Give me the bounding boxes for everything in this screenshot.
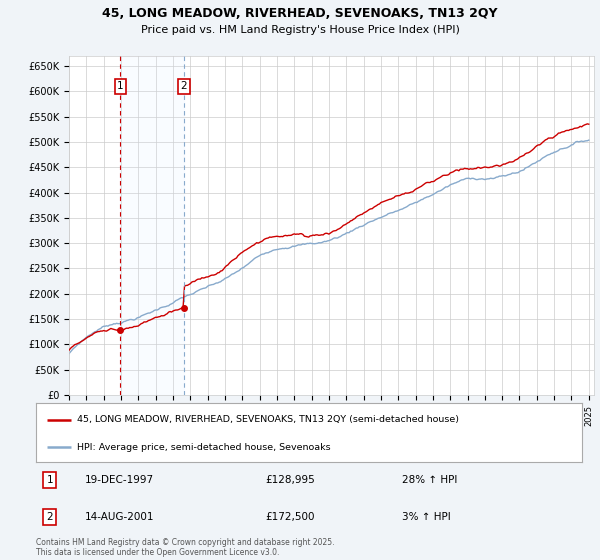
Text: 45, LONG MEADOW, RIVERHEAD, SEVENOAKS, TN13 2QY (semi-detached house): 45, LONG MEADOW, RIVERHEAD, SEVENOAKS, T… <box>77 415 459 424</box>
Text: 28% ↑ HPI: 28% ↑ HPI <box>402 475 457 485</box>
Text: 3% ↑ HPI: 3% ↑ HPI <box>402 512 451 522</box>
Text: 2: 2 <box>46 512 53 522</box>
Text: £128,995: £128,995 <box>265 475 315 485</box>
Text: Contains HM Land Registry data © Crown copyright and database right 2025.
This d: Contains HM Land Registry data © Crown c… <box>36 538 335 557</box>
Text: £172,500: £172,500 <box>265 512 315 522</box>
Text: HPI: Average price, semi-detached house, Sevenoaks: HPI: Average price, semi-detached house,… <box>77 443 331 452</box>
Text: 14-AUG-2001: 14-AUG-2001 <box>85 512 155 522</box>
Text: 45, LONG MEADOW, RIVERHEAD, SEVENOAKS, TN13 2QY: 45, LONG MEADOW, RIVERHEAD, SEVENOAKS, T… <box>102 7 498 20</box>
Text: 1: 1 <box>46 475 53 485</box>
Text: 1: 1 <box>117 81 124 91</box>
Bar <box>121 56 184 395</box>
Text: 2: 2 <box>181 81 187 91</box>
Text: 19-DEC-1997: 19-DEC-1997 <box>85 475 154 485</box>
Text: Price paid vs. HM Land Registry's House Price Index (HPI): Price paid vs. HM Land Registry's House … <box>140 25 460 35</box>
